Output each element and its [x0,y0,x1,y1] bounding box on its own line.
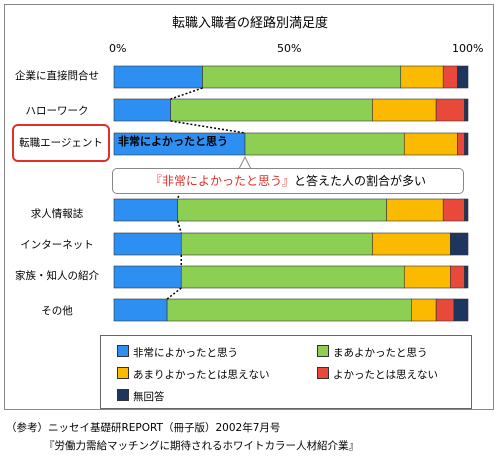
chart-title: 転職入職者の経路別満足度 [171,16,328,31]
legend-item: まあよかったと思う [317,345,428,360]
bar-segment [457,132,465,156]
category-label: ハローワーク [25,105,89,117]
bar-segment [372,232,451,256]
x-tick-100: 100% [452,42,484,55]
footer-reference: （参考）ニッセイ基礎研REPORT（冊子版）2002年7月号 [6,422,281,434]
bar-data-label: 非常によかったと思う [118,135,228,148]
bar-segment [180,232,373,256]
bar-segment [202,65,402,89]
x-tick-50: 50% [277,42,302,55]
bar-segment [177,198,387,222]
footer-title: 『労働力需給マッチングに期待されるホワイトカラー人材紹介業』 [44,440,359,452]
bar-segment [113,98,171,122]
category-label: 家族・知人の紹介 [15,270,99,282]
bar-segment [442,198,465,222]
legend-item: 非常によかったと思う [117,345,238,360]
bar-segment [113,232,182,256]
bar-segment [170,98,373,122]
category-label: 求人情報誌 [30,208,84,220]
legend-swatch [317,367,329,379]
connector-line [170,87,203,100]
legend-label: 非常によかったと思う [133,347,238,359]
bar-segment [464,265,469,289]
legend-label: よかったとは思えない [333,369,438,381]
bar-segment [464,98,469,122]
legend-label: 無回答 [133,391,165,403]
legend: 非常によかったと思う まあよかったと思う あまりよかったとは思えない よかったと… [100,335,472,409]
connector-line [177,220,182,234]
bar-segment [411,298,437,322]
legend-swatch [117,367,129,379]
category-label: 企業に直接問合せ [15,70,99,82]
bar-segment [113,298,168,322]
legend-swatch [117,389,129,401]
legend-item: 無回答 [117,389,165,404]
bar-segment [403,132,458,156]
category-label: インターネット [20,239,94,251]
bar-segment [449,265,465,289]
bar-segment [113,265,182,289]
bar-segment [457,65,469,89]
bar-segment [464,198,469,222]
legend-swatch [317,345,329,357]
bar-segment [180,265,405,289]
category-label: その他 [41,305,73,317]
callout-box: 『非常によかったと思う』と答えた人の割合が多い [112,168,464,194]
callout-text: と答えた人の割合が多い [294,174,427,188]
bar-segment [464,132,469,156]
x-tick-0: 0% [109,42,127,55]
connector-line [170,120,246,134]
category-label-highlighted: 転職エージェント [12,124,110,162]
legend-label: まあよかったと思う [333,347,428,359]
bar-segment [113,198,179,222]
legend-item: あまりよかったとは思えない [117,367,270,382]
bar-segment [453,298,469,322]
bar-segment [166,298,412,322]
bar-segment [244,132,405,156]
legend-swatch [117,345,129,357]
legend-item: よかったとは思えない [317,367,438,382]
bar-segment [435,298,455,322]
bar-segment [435,98,465,122]
bar-segment [442,65,458,89]
bar-segment [113,65,203,89]
bar-segment [400,65,444,89]
legend-label: あまりよかったとは思えない [133,369,270,381]
bar-segment [403,265,451,289]
connector-line [166,287,182,300]
callout-quote: 『非常によかったと思う』 [149,174,294,188]
bar-segment [386,198,444,222]
bar-segment [372,98,437,122]
bar-segment [449,232,469,256]
